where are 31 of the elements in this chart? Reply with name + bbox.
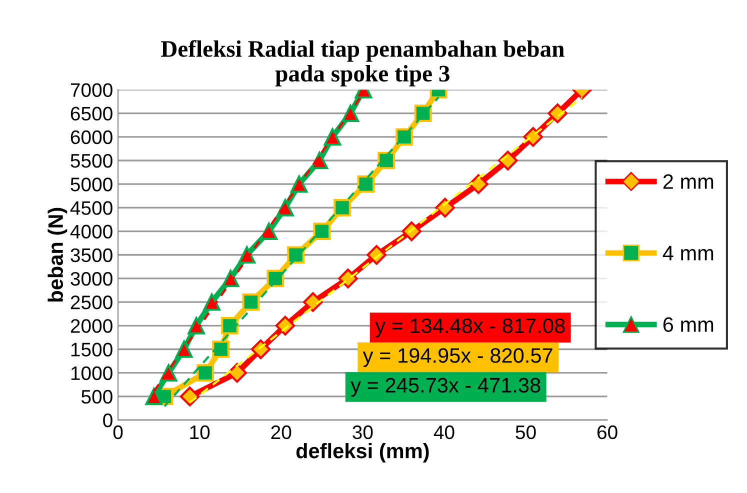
legend-label: 4 mm: [662, 246, 714, 260]
legend-label: 2 mm: [663, 174, 714, 189]
y-tick-label: 1500: [71, 342, 112, 356]
y-tick-label: 5000: [70, 178, 112, 192]
x-tick-label: 0: [113, 425, 123, 440]
x-axis-title: defleksi (mm): [296, 443, 429, 462]
y-tick-label: 5500: [70, 154, 112, 168]
x-tick-label: 40: [434, 425, 454, 440]
x-tick-label: 50: [516, 425, 536, 440]
y-tick-label: 2500: [70, 296, 112, 310]
chart-title: Defleksi Radial tiap penambahan beban pada spoke tipe 3: [161, 40, 564, 86]
y-tick-label: 1000: [71, 366, 112, 380]
annotation: y = 194.95x - 820.57: [362, 348, 552, 367]
y-tick-label: 6000: [70, 130, 112, 144]
x-tick-label: 20: [271, 425, 292, 440]
y-tick-label: 3500: [70, 248, 112, 262]
y-tick-label: 4000: [70, 224, 112, 239]
x-tick-label: 60: [597, 425, 618, 440]
y-tick-label: 2000: [70, 319, 112, 333]
y-tick-label: 4500: [70, 201, 112, 215]
y-tick-label: 7000: [70, 83, 112, 97]
y-tick-label: 0: [103, 414, 112, 428]
annotation: y = 245.73x - 471.38: [350, 378, 540, 397]
y-tick-label: 6500: [70, 106, 112, 121]
y-tick-label: 3000: [70, 272, 112, 286]
y-axis-title: beban (N): [48, 208, 68, 302]
y-tick-label: 500: [82, 390, 112, 404]
x-tick-label: 30: [352, 425, 373, 440]
annotation: y = 134.48x - 817.08: [375, 318, 565, 338]
legend-label: 6 mm: [663, 317, 714, 332]
x-tick-label: 10: [190, 425, 210, 440]
